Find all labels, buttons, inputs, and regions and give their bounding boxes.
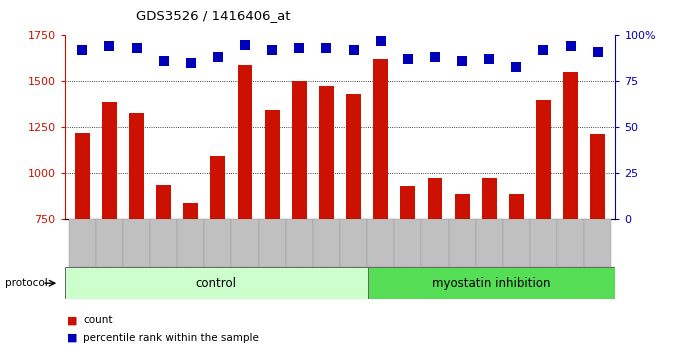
Bar xyxy=(210,156,225,219)
Bar xyxy=(129,113,144,219)
Bar xyxy=(557,219,584,267)
Bar xyxy=(394,219,422,267)
Point xyxy=(104,44,115,49)
Text: percentile rank within the sample: percentile rank within the sample xyxy=(83,333,259,343)
Point xyxy=(457,58,468,64)
Point xyxy=(348,47,359,53)
Point xyxy=(511,64,522,69)
Bar xyxy=(123,219,150,267)
Bar xyxy=(184,203,199,219)
Bar xyxy=(346,94,361,219)
Point xyxy=(375,38,386,44)
Bar xyxy=(69,219,96,267)
Point xyxy=(239,42,250,47)
Bar xyxy=(536,100,551,219)
Bar xyxy=(292,81,307,219)
Point xyxy=(592,49,603,55)
Point xyxy=(538,47,549,53)
Text: myostatin inhibition: myostatin inhibition xyxy=(432,277,551,290)
Point xyxy=(430,55,441,60)
Bar xyxy=(503,219,530,267)
Bar xyxy=(75,133,90,219)
Bar xyxy=(455,194,470,219)
Bar xyxy=(156,184,171,219)
Point xyxy=(294,45,305,51)
Text: GDS3526 / 1416406_at: GDS3526 / 1416406_at xyxy=(136,9,290,22)
Bar xyxy=(177,219,204,267)
Text: ■: ■ xyxy=(67,333,77,343)
Bar xyxy=(428,178,443,219)
Bar xyxy=(340,219,367,267)
Point xyxy=(212,55,223,60)
Bar xyxy=(265,110,279,219)
Point xyxy=(77,47,88,53)
Bar xyxy=(481,178,496,219)
Bar xyxy=(65,267,367,299)
Bar xyxy=(313,219,340,267)
Bar xyxy=(509,194,524,219)
Point xyxy=(403,57,413,62)
Bar xyxy=(96,219,123,267)
Bar xyxy=(422,219,449,267)
Bar xyxy=(590,134,605,219)
Point xyxy=(565,44,576,49)
Point xyxy=(267,47,277,53)
Text: ■: ■ xyxy=(67,315,77,325)
Bar xyxy=(367,267,615,299)
Point xyxy=(131,45,142,51)
Bar xyxy=(449,219,476,267)
Point xyxy=(158,58,169,64)
Bar xyxy=(584,219,611,267)
Point xyxy=(483,57,494,62)
Bar xyxy=(258,219,286,267)
Bar xyxy=(401,186,415,219)
Bar xyxy=(102,102,117,219)
Text: count: count xyxy=(83,315,112,325)
Bar xyxy=(319,86,334,219)
Bar xyxy=(367,219,394,267)
Bar xyxy=(286,219,313,267)
Point xyxy=(321,45,332,51)
Bar xyxy=(563,72,578,219)
Bar xyxy=(373,59,388,219)
Bar xyxy=(204,219,231,267)
Bar xyxy=(231,219,258,267)
Point xyxy=(186,60,197,66)
Bar xyxy=(150,219,177,267)
Text: control: control xyxy=(196,277,237,290)
Text: protocol: protocol xyxy=(5,278,48,288)
Bar xyxy=(530,219,557,267)
Bar xyxy=(237,65,252,219)
Bar xyxy=(476,219,503,267)
